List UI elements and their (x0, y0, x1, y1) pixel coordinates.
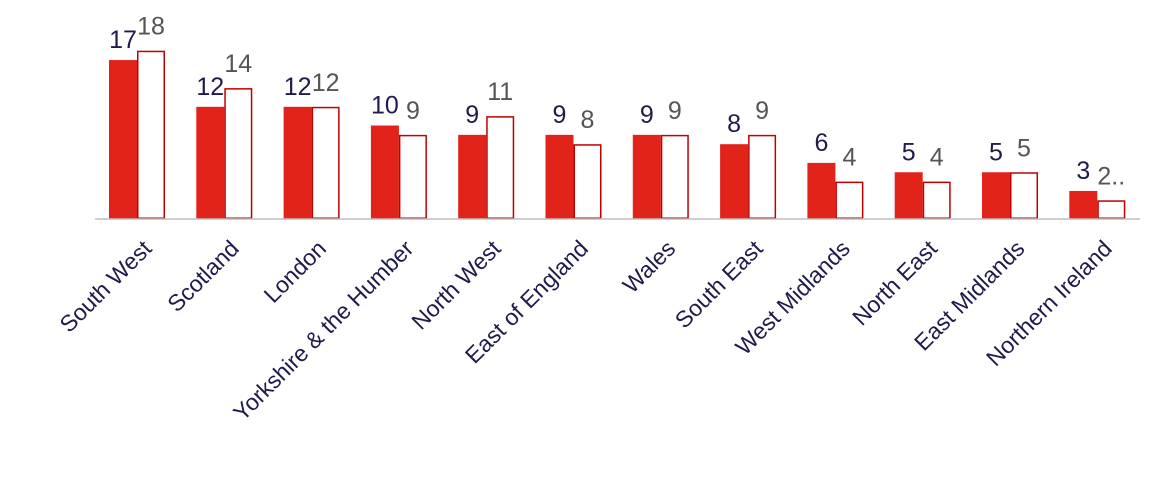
value-label-series-b: 9 (406, 97, 420, 125)
category-label: London (258, 235, 331, 308)
category-label: South West (54, 235, 157, 338)
value-label-series-a: 9 (465, 101, 479, 129)
bar-series-b (922, 181, 951, 220)
category-label: North East (847, 235, 943, 331)
bar-series-b (398, 134, 427, 220)
value-label-series-a: 17 (109, 26, 137, 54)
bar-series-b (748, 134, 777, 220)
bar-series-b (660, 134, 689, 220)
bar-series-a (1069, 190, 1098, 219)
value-label-series-b: 12 (312, 69, 340, 97)
bars-group (109, 50, 1126, 220)
bar-series-b (1010, 172, 1038, 219)
bar-series-b (137, 50, 165, 220)
bar-series-a (196, 106, 225, 219)
category-label: Wales (617, 235, 680, 298)
category-label: Scotland (162, 235, 244, 317)
bar-series-b (224, 88, 253, 219)
value-label-series-b: 4 (930, 144, 944, 172)
value-label-series-b: 4 (842, 144, 856, 172)
value-label-series-b: 2.. (1097, 162, 1125, 190)
bar-series-b (573, 144, 602, 219)
bar-series-b (835, 181, 864, 220)
value-label-series-b: 8 (581, 106, 595, 134)
bar-series-b (486, 116, 515, 219)
bar-series-a (545, 134, 574, 219)
value-label-series-b: 14 (224, 50, 252, 78)
bar-series-b (1097, 200, 1126, 220)
value-label-series-a: 6 (814, 129, 828, 157)
bar-series-a (807, 162, 836, 219)
bar-series-a (894, 172, 923, 219)
bar-series-a (109, 60, 137, 219)
value-label-series-a: 9 (640, 101, 654, 129)
value-label-series-b: 5 (1017, 134, 1031, 162)
bar-series-a (283, 106, 312, 219)
value-label-series-a: 10 (371, 92, 399, 120)
value-label-series-a: 5 (902, 138, 916, 166)
category-label: Yorkshire & the Humber (228, 235, 419, 426)
value-label-series-b: 18 (137, 13, 165, 41)
bar-series-a (720, 144, 749, 219)
value-label-series-a: 8 (727, 110, 741, 138)
bar-series-a (370, 125, 399, 219)
value-label-series-b: 11 (487, 78, 513, 106)
value-label-series-a: 12 (284, 73, 312, 101)
value-label-series-b: 9 (668, 97, 682, 125)
value-label-series-a: 12 (196, 73, 224, 101)
bar-series-a (632, 134, 661, 219)
bar-series-a (982, 172, 1010, 219)
bar-series-a (458, 134, 487, 219)
value-label-series-a: 5 (989, 138, 1003, 166)
bar-series-b (311, 106, 340, 219)
value-label-series-b: 9 (755, 97, 769, 125)
value-label-series-a: 9 (553, 101, 567, 129)
value-label-series-a: 3 (1076, 157, 1090, 185)
